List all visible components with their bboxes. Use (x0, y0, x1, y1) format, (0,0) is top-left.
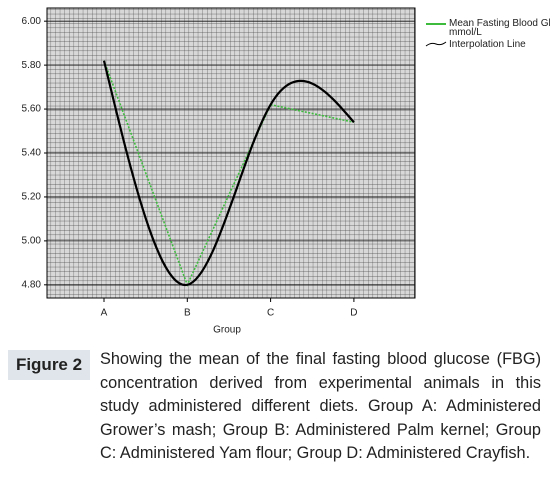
caption-text: Showing the mean of the final fasting bl… (100, 350, 541, 462)
y-tick-label: 5.40 (22, 148, 42, 159)
y-tick-label: 5.60 (22, 104, 42, 115)
legend-text-line: mmol/L (449, 27, 482, 38)
chart: Group 4.80 5.00 5.20 5.40 5.60 5.80 6.00 A B C D Me… (22, 7, 550, 336)
legend-label: Mean Fasting Blood Glucosemmol/L (449, 18, 550, 38)
legend-swatch (425, 41, 447, 47)
legend-text-line: Mean Fasting Blood Glucose (449, 18, 550, 29)
x-tick-label: A (101, 308, 108, 319)
y-tick-label: 5.20 (22, 192, 42, 203)
legend-text: Interpolation Line (449, 39, 526, 50)
x-tick-label: C (267, 308, 274, 319)
x-tick-label: B (184, 308, 191, 319)
x-axis-title: Group (213, 325, 241, 336)
y-tick-label: 4.80 (22, 279, 42, 290)
caption-label: Figure 2 (8, 350, 90, 380)
x-tick-label: D (350, 308, 357, 319)
series-line (102, 60, 355, 286)
caption: Figure 2 Showing the mean of the final f… (0, 344, 550, 491)
series-line (103, 60, 355, 287)
y-tick-label: 5.80 (22, 60, 42, 71)
y-tick-label: 6.00 (22, 16, 42, 27)
legend-label: Interpolation Line (449, 39, 526, 50)
y-tick-label: 5.00 (22, 236, 42, 247)
